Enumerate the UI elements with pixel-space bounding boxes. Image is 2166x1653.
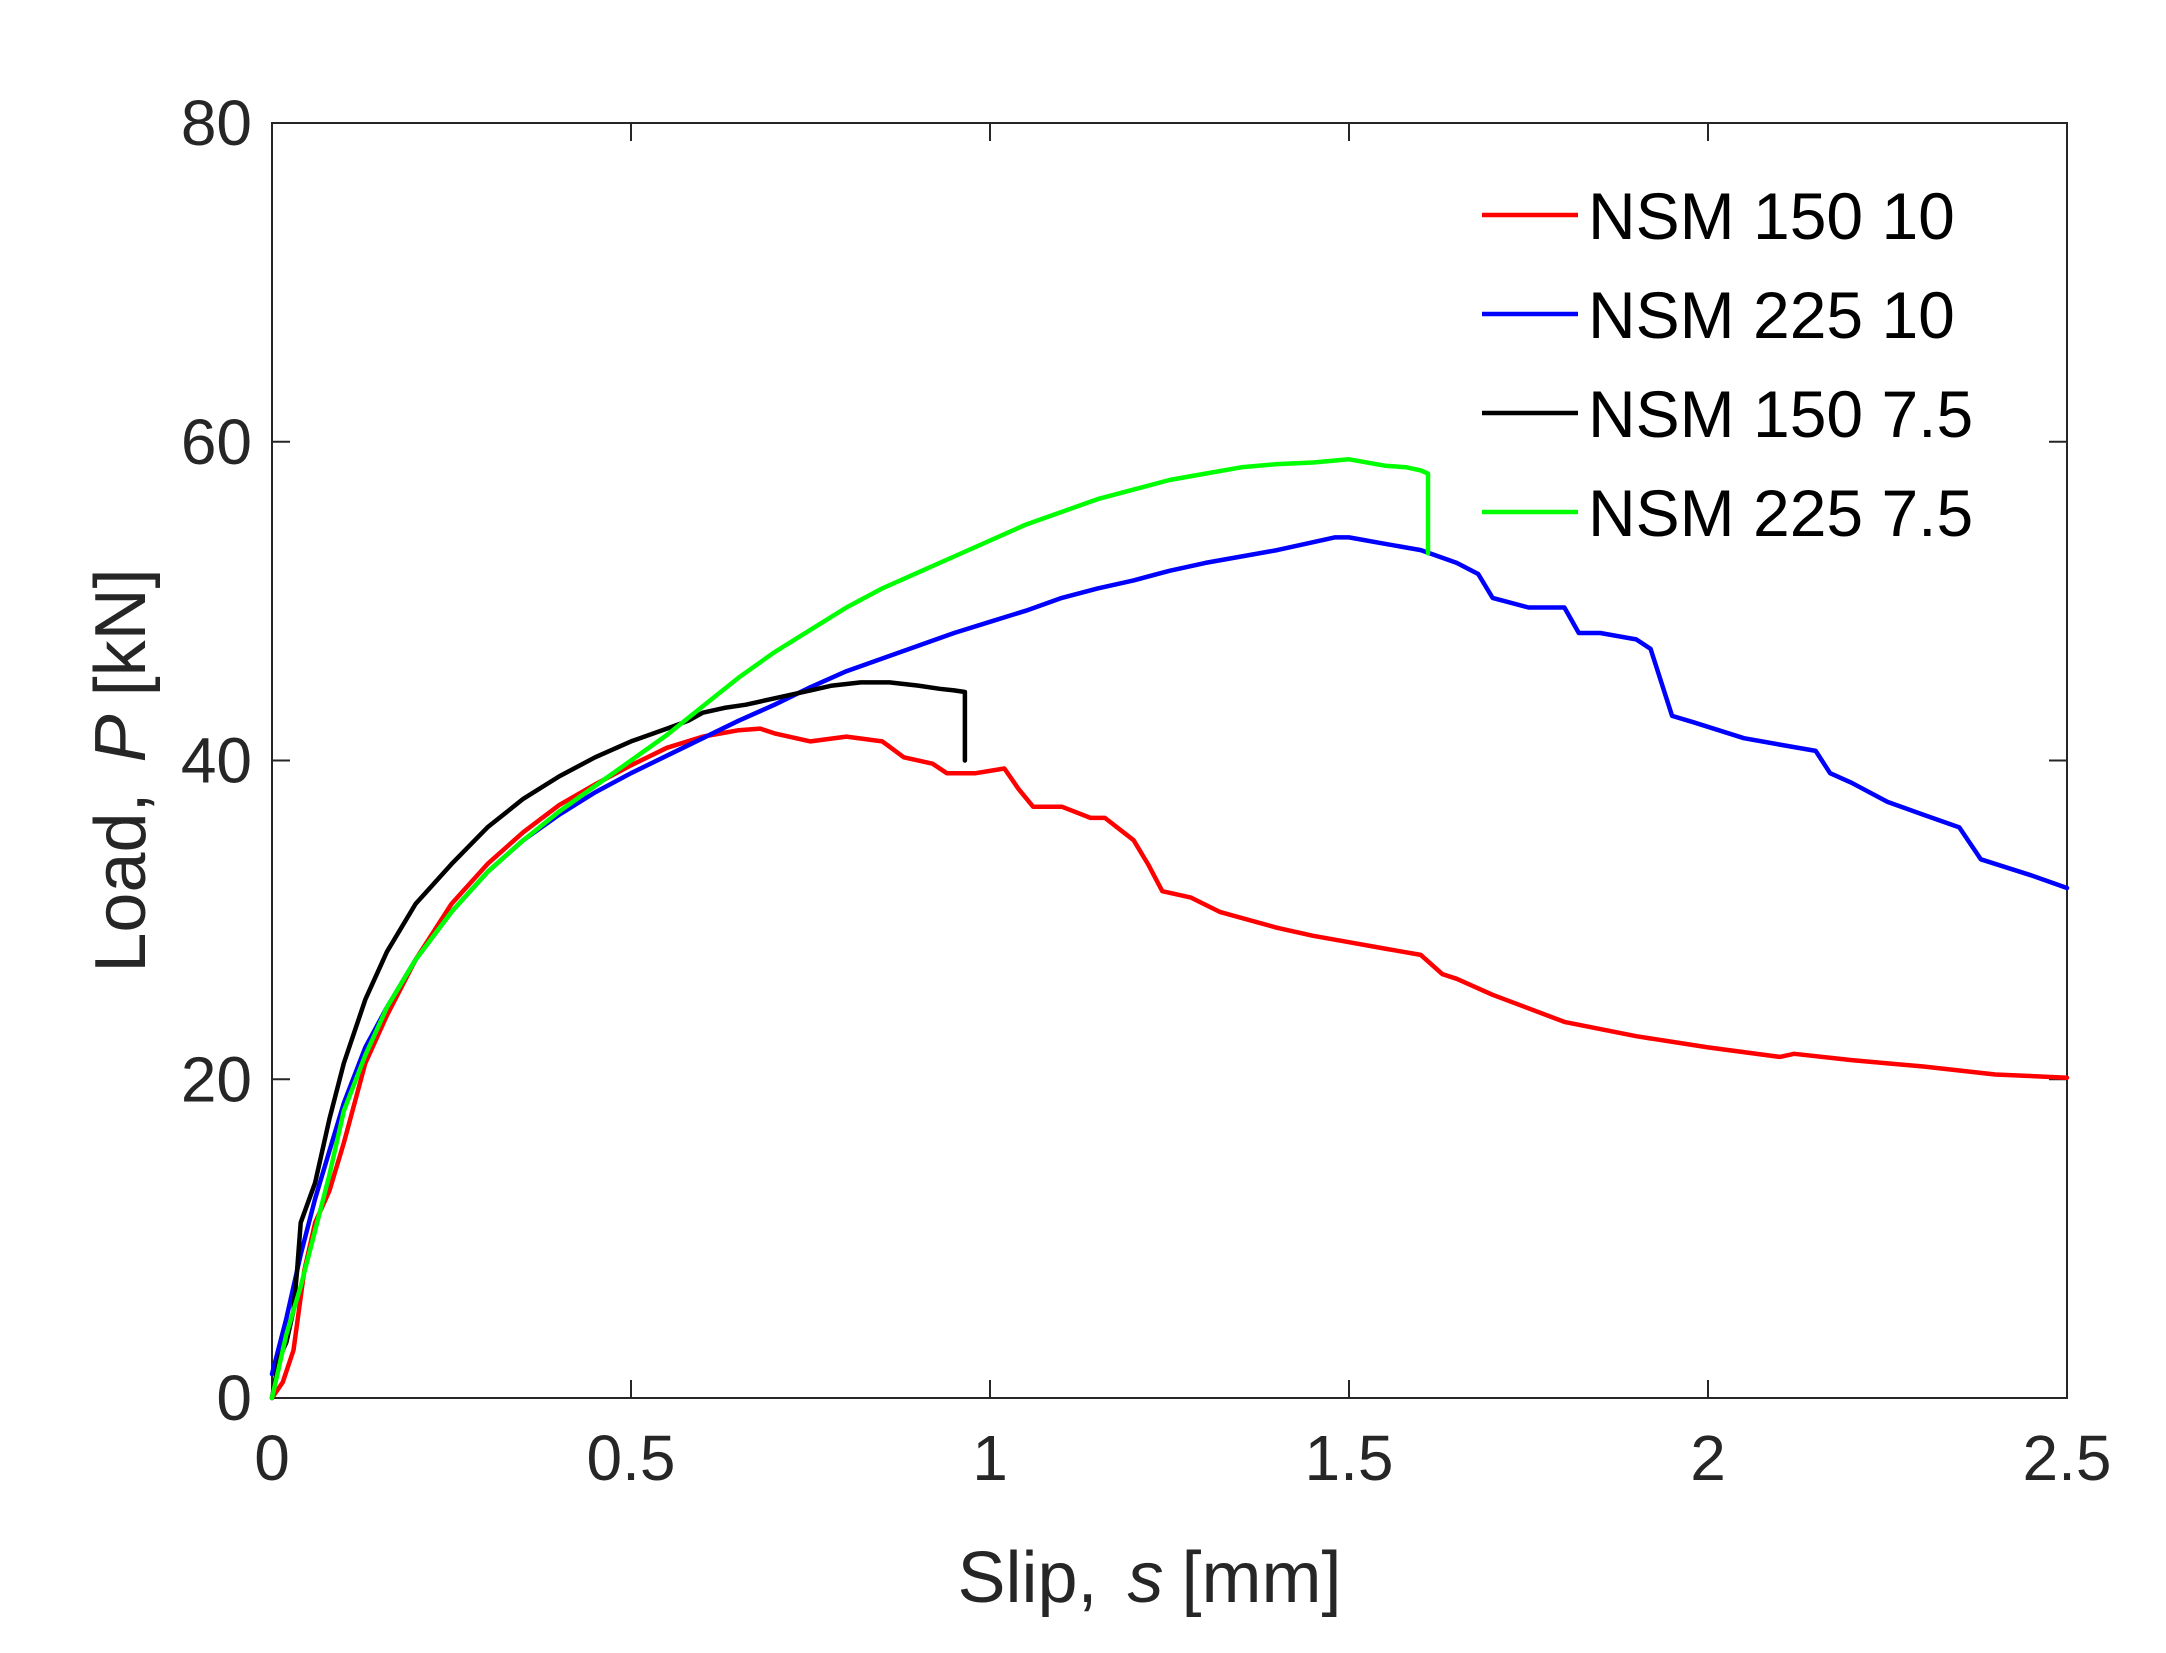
- plot-area-frame: [271, 122, 2068, 1399]
- x-axis-title-unit: [mm]: [1182, 1538, 1342, 1618]
- legend-label-nsm-225-10: NSM 225 10: [1588, 278, 1955, 352]
- y-tick-label: 60: [181, 406, 252, 478]
- y-tick-label: 20: [181, 1043, 252, 1115]
- series-layer: [269, 457, 2070, 1401]
- y-tick-label: 0: [216, 1362, 252, 1434]
- y-tick-labels: 0 20 40 60 80: [181, 87, 252, 1434]
- y-axis-title: Load, P [kN]: [81, 568, 161, 972]
- x-axis-title: Slip, s [mm]: [957, 1538, 1341, 1618]
- legend-label-nsm-150-10: NSM 150 10: [1588, 179, 1955, 253]
- x-axis-title-symbol: s: [1128, 1538, 1164, 1618]
- series-line-nsm-150-7-5: [269, 680, 968, 1401]
- y-axis-title-prefix: Load,: [81, 792, 161, 972]
- y-axis-title-symbol: P: [81, 714, 161, 762]
- x-axis-title-prefix: Slip,: [957, 1538, 1097, 1618]
- legend-label-nsm-225-7-5: NSM 225 7.5: [1588, 476, 1973, 550]
- x-tick-label: 1: [972, 1422, 1008, 1494]
- x-tick-label: 2.5: [2023, 1422, 2112, 1494]
- x-tick-label: 0: [254, 1422, 290, 1494]
- y-axis-title-unit: [kN]: [81, 568, 161, 696]
- legend-label-nsm-150-7-5: NSM 150 7.5: [1588, 377, 1973, 451]
- series-line-nsm-225-7-5: [269, 457, 1431, 1401]
- y-tick-label: 80: [181, 87, 252, 159]
- y-tick-label: 40: [181, 725, 252, 797]
- x-tick-label: 0.5: [587, 1422, 676, 1494]
- x-tick-label: 2: [1690, 1422, 1726, 1494]
- legend: NSM 150 10 NSM 225 10 NSM 150 7.5 NSM 225 7…: [1482, 179, 1973, 550]
- x-tick-labels: 0 0.5 1 1.5 2 2.5: [254, 1422, 2111, 1494]
- x-tick-label: 1.5: [1305, 1422, 1394, 1494]
